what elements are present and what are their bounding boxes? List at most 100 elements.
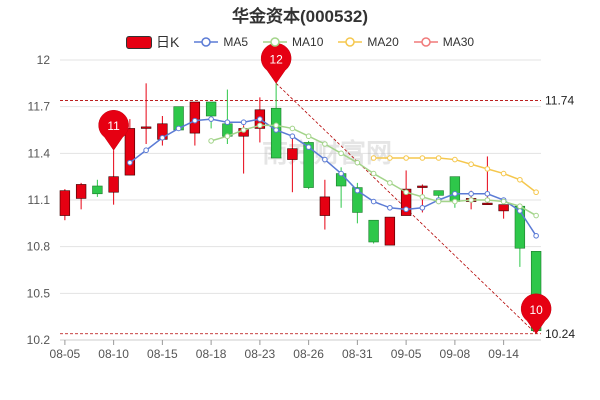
ma10-point — [273, 122, 279, 129]
ma10-point — [517, 203, 523, 210]
ma5-point — [419, 204, 426, 211]
ma20-point — [419, 155, 426, 161]
candle-body — [92, 185, 103, 195]
candle-body — [319, 196, 331, 216]
x-tick-label: 08-18 — [196, 347, 227, 361]
x-tick-label: 08-05 — [50, 347, 81, 361]
candle-body — [270, 107, 282, 159]
ma5-point — [322, 156, 328, 163]
ma10-point — [289, 125, 296, 132]
candle-body — [59, 190, 71, 216]
chart-title: 华金资本(000532) — [231, 7, 369, 26]
x-tick-label: 09-08 — [440, 347, 471, 361]
y-tick-label: 10.8 — [27, 240, 51, 254]
candle-body — [368, 219, 379, 243]
ma5-point — [370, 198, 377, 205]
y-tick-label: 10.2 — [27, 333, 51, 347]
markers: 11 12 10 — [98, 43, 552, 335]
ma10-point — [435, 198, 442, 205]
legend-item-ma30[interactable]: MA30 — [413, 35, 474, 49]
x-tick-label: 09-05 — [391, 347, 422, 361]
ma5-point — [403, 206, 409, 213]
ma5-point — [208, 116, 214, 122]
ma5-point — [387, 204, 393, 211]
ma10-point — [403, 189, 409, 196]
ma20-point — [533, 189, 539, 196]
x-tick-label: 08-26 — [293, 347, 324, 361]
ma10-point — [338, 150, 344, 157]
x-tick-label: 08-23 — [245, 347, 276, 361]
ma10-point — [354, 159, 361, 166]
candle-body — [433, 190, 444, 196]
candle-body — [384, 216, 396, 246]
candle-body — [140, 126, 152, 129]
ma5-point — [240, 119, 247, 126]
ma5-point — [354, 187, 361, 194]
ma20-point — [435, 155, 442, 161]
y-tick-label: 11.1 — [28, 193, 51, 207]
candle-body — [449, 176, 461, 202]
ma5-point — [338, 170, 344, 177]
ma10-point — [240, 127, 247, 133]
x-axis: 08-05 08-10 08-15 08-18 08-23 08-26 08-31 09-05… — [50, 339, 541, 361]
legend-label: 日K — [156, 34, 180, 50]
ma5-point — [224, 119, 231, 126]
ma5-point — [452, 190, 458, 197]
marker-label: 12 — [269, 52, 283, 66]
line-legend-icon — [338, 37, 363, 47]
line-legend-icon — [263, 37, 288, 47]
ma10-point — [208, 138, 214, 144]
legend-item-k[interactable]: 日K — [126, 32, 179, 52]
y-tick-label: 10.5 — [27, 286, 51, 300]
ma5-point — [468, 190, 474, 197]
ma10-point — [484, 197, 491, 203]
ma5-point — [305, 144, 312, 150]
ma5-point — [484, 190, 491, 197]
legend-item-ma5[interactable]: MA5 — [193, 35, 248, 49]
candle-body — [352, 187, 363, 213]
candle-body — [205, 101, 217, 117]
ma5-point — [159, 134, 166, 141]
ma5-line — [129, 118, 537, 237]
legend: 日K MA5 MA10 MA20 — [126, 33, 488, 51]
ma20-point — [517, 176, 523, 183]
ma10-point — [387, 180, 393, 186]
y-tick-label: 12 — [37, 53, 51, 67]
ma5-point — [127, 159, 133, 166]
ma20-point — [500, 170, 507, 177]
ma5-point — [257, 116, 263, 122]
candle-body — [482, 202, 493, 205]
ma5-point — [289, 133, 296, 140]
legend-label: MA20 — [367, 35, 399, 49]
ma10-point — [468, 197, 474, 203]
marker-label: 11 — [107, 119, 120, 133]
ma10-point — [452, 198, 458, 205]
x-tick-label: 08-10 — [98, 347, 129, 361]
candle-body — [75, 184, 87, 199]
ma5-point — [533, 232, 539, 239]
candle-body — [189, 101, 201, 134]
line-legend-icon — [194, 37, 219, 47]
ma20-point — [484, 166, 491, 172]
x-tick-label: 09-14 — [488, 347, 519, 361]
ma10-point — [533, 212, 539, 219]
candles — [59, 83, 542, 334]
ma10-point — [305, 133, 312, 140]
legend-label: MA10 — [292, 35, 324, 49]
candle-body — [498, 204, 509, 212]
candle-body — [417, 185, 428, 188]
ma5-point — [517, 208, 523, 214]
line-legend-icon — [413, 37, 438, 47]
legend-label: MA5 — [223, 35, 249, 49]
ma5-point — [273, 127, 279, 133]
ma10-point — [322, 141, 328, 147]
legend-item-ma20[interactable]: MA20 — [337, 35, 399, 49]
reference-lines: 11.74 10.24 — [60, 83, 575, 341]
legend-item-ma10[interactable]: MA10 — [262, 35, 323, 49]
gridlines — [60, 59, 541, 341]
price-marker: 10 — [520, 293, 552, 335]
ma10-point — [500, 198, 507, 205]
price-marker: 11 — [98, 109, 129, 151]
